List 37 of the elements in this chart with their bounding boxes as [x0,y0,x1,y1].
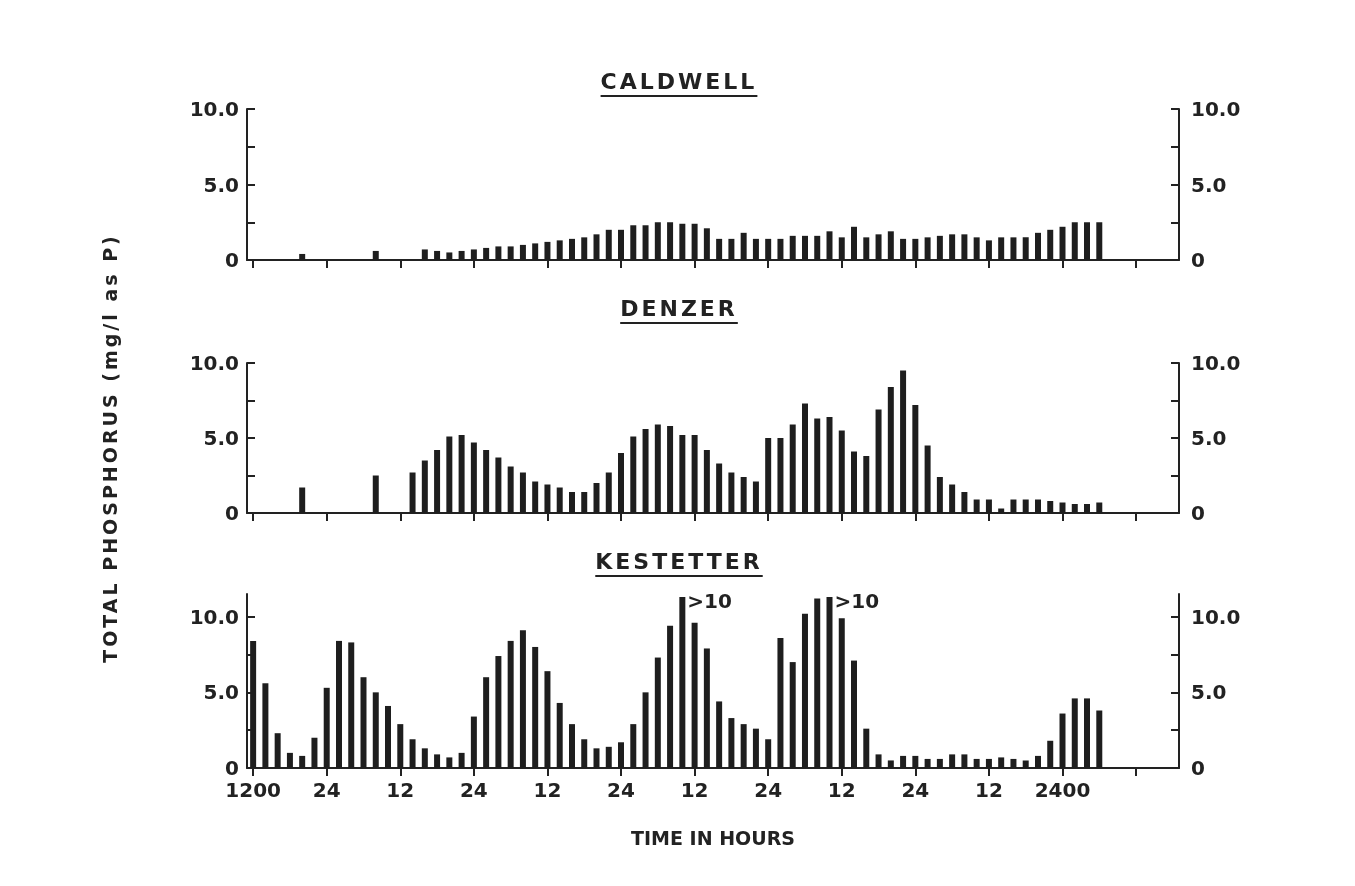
y2-tick-label: 5.0 [1191,172,1227,197]
x-tick-label: 24 [607,778,635,802]
y-tick-label: 5.0 [203,426,239,450]
y-tick-label: 0 [225,756,239,780]
annotation: >10 [834,589,880,614]
y2-tick-label: 0 [1191,248,1205,272]
x-tick-label: 12 [533,778,562,802]
y-tick-label: 0 [225,248,239,272]
y-tick-label: 0 [225,501,239,525]
x-tick-label: 12 [975,778,1003,802]
x-tick-label: 1200 [225,778,281,802]
x-tick-label: 12 [827,778,856,802]
y2-tick-label: 10.0 [1191,604,1241,629]
chart-title: KESTETTER [594,549,763,574]
y-tick-label: 10.0 [189,604,239,629]
y-tick-label: 5.0 [203,172,239,197]
x-tick-label: 24 [312,778,341,802]
y-tick-label: 10.0 [189,351,239,375]
x-tick-label: 24 [754,778,783,802]
chart-title: CALDWELL [599,69,758,94]
chart-title: DENZER [619,296,738,321]
y2-tick-label: 5.0 [1191,426,1227,450]
x-tick-label: 12 [680,778,709,802]
y-tick-label: 10.0 [189,97,239,121]
y2-tick-label: 0 [1191,756,1205,780]
x-axis-title: TIME IN HOURS [631,826,795,849]
y2-tick-label: 10.0 [1191,351,1241,375]
y2-tick-label: 0 [1191,501,1205,525]
y2-tick-label: 5.0 [1191,680,1227,705]
annotation: >10 [687,589,732,614]
x-tick-label: 12 [386,778,415,802]
x-tick-label: 24 [901,778,930,802]
x-tick-label: 2400 [1034,778,1091,802]
y-tick-label: 5.0 [203,680,239,705]
y-axis-title: TOTAL PHOSPHORUS (mg/l as P) [99,233,121,663]
x-tick-label: 24 [459,778,488,802]
y2-tick-label: 10.0 [1191,97,1241,121]
